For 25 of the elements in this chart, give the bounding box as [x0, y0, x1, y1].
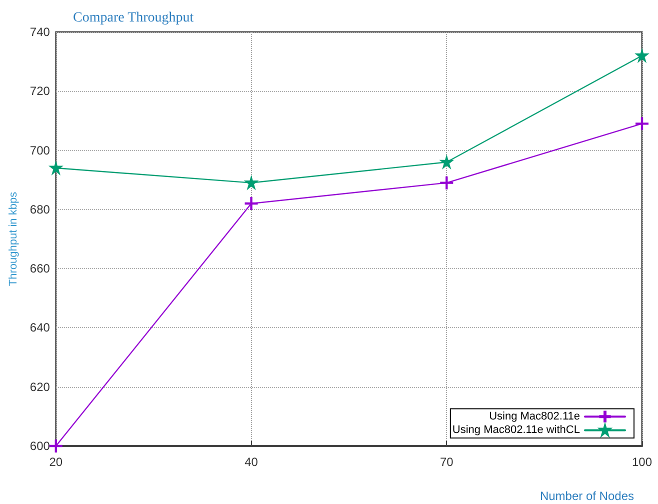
y-tick-label: 720: [30, 84, 50, 98]
legend-label: Using Mac802.11e: [489, 410, 580, 423]
y-tick-label: 620: [30, 380, 50, 394]
point: [244, 197, 258, 210]
chart-title: Compare Throughput: [73, 10, 194, 26]
y-tick-label: 740: [30, 25, 50, 39]
x-tick-label: 70: [440, 455, 454, 469]
point: [244, 176, 258, 190]
point: [636, 117, 648, 130]
x-tick-label: 100: [632, 455, 652, 469]
point: [440, 176, 454, 190]
y-tick-label: 640: [30, 320, 50, 335]
x-tick-label: 40: [244, 455, 258, 469]
y-tick-label: 660: [30, 262, 50, 276]
point: [49, 162, 62, 175]
legend-label: Using Mac802.11e withCL: [452, 424, 580, 436]
y-tick-label: 700: [30, 143, 50, 158]
y-tick-label: 680: [30, 202, 50, 216]
x-tick-label: 20: [49, 455, 63, 469]
point: [440, 156, 454, 169]
y-axis-title: Throughput in kbps: [8, 191, 20, 286]
x-axis-title: Number of Nodes: [540, 489, 634, 503]
point: [49, 440, 62, 452]
y-tick-label: 600: [30, 439, 50, 453]
point: [636, 49, 648, 62]
